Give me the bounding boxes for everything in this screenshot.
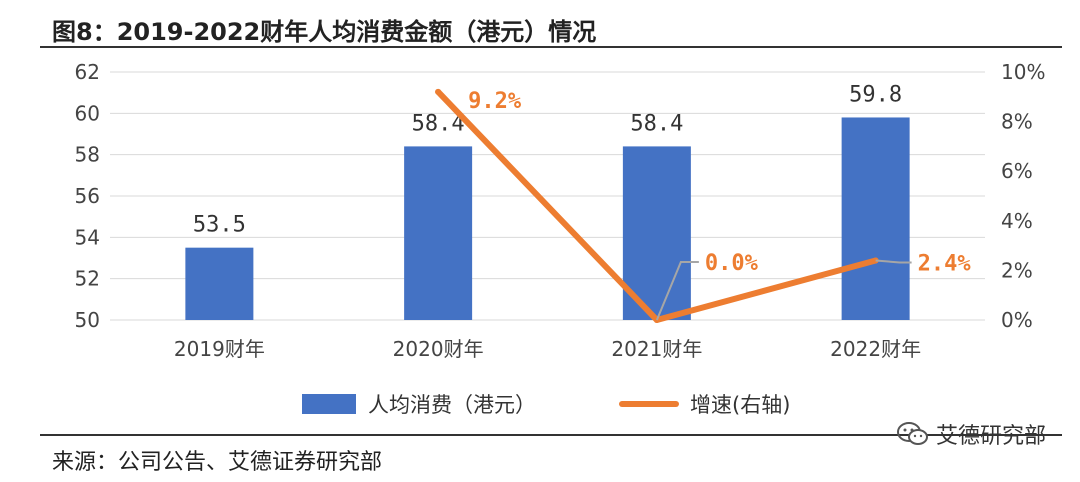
- y-right-tick-label: 2%: [1001, 258, 1033, 282]
- x-tick-label: 2022财年: [830, 337, 921, 361]
- line-data-label: 2.4%: [918, 251, 972, 276]
- bar: [841, 117, 910, 320]
- source-note: 来源：公司公告、艾德证券研究部: [52, 450, 383, 475]
- bar: [404, 146, 473, 320]
- y-right-tick-label: 0%: [1001, 308, 1033, 332]
- y-left-tick-label: 52: [75, 267, 100, 291]
- x-tick-label: 2021财年: [611, 337, 702, 361]
- y-left-tick-label: 58: [75, 143, 100, 167]
- bar-data-label: 53.5: [193, 213, 246, 238]
- chart-area: 50 52 54 56 58 60 62 0% 2% 4% 6% 8% 10% 2019财年 2020财年 2…: [75, 60, 1046, 417]
- y-left-tick-label: 54: [75, 225, 100, 249]
- y-left-tick-label: 50: [75, 308, 100, 332]
- x-tick-label: 2019财年: [174, 337, 265, 361]
- bar-data-label: 59.8: [849, 82, 902, 107]
- y-left-tick-label: 56: [75, 184, 100, 208]
- bar: [185, 247, 254, 320]
- y-right-tick-label: 4%: [1001, 209, 1033, 233]
- y-left-tick-label: 62: [75, 60, 100, 84]
- y-right-tick-label: 6%: [1001, 159, 1033, 183]
- wechat-icon: [896, 421, 930, 447]
- chart-title: 图8：2019-2022财年人均消费金额（港元）情况: [52, 18, 597, 46]
- y-right-tick-label: 10%: [1001, 60, 1045, 84]
- x-tick-label: 2020财年: [393, 337, 484, 361]
- watermark-text: 艾德研究部: [935, 424, 1046, 449]
- leader-line: [875, 259, 912, 264]
- y-left-tick-label: 60: [75, 101, 100, 125]
- watermark: 艾德研究部: [896, 418, 1046, 450]
- bar-data-label: 58.4: [630, 111, 683, 136]
- y-right-tick-label: 8%: [1001, 110, 1033, 134]
- bar-data-label: 58.4: [412, 111, 465, 136]
- bar: [622, 146, 691, 320]
- title-bar: 图8：2019-2022财年人均消费金额（港元）情况: [40, 6, 1062, 48]
- legend-label-bar: 人均消费（港元）: [368, 393, 536, 417]
- footer-divider: [40, 434, 1062, 436]
- line-point: [435, 88, 442, 95]
- legend-swatch-bar: [302, 394, 356, 414]
- line-data-label: 0.0%: [705, 251, 759, 276]
- legend-label-line: 增速(右轴): [690, 393, 790, 417]
- line-data-label: 9.2%: [468, 89, 522, 114]
- leader-line: [655, 261, 699, 321]
